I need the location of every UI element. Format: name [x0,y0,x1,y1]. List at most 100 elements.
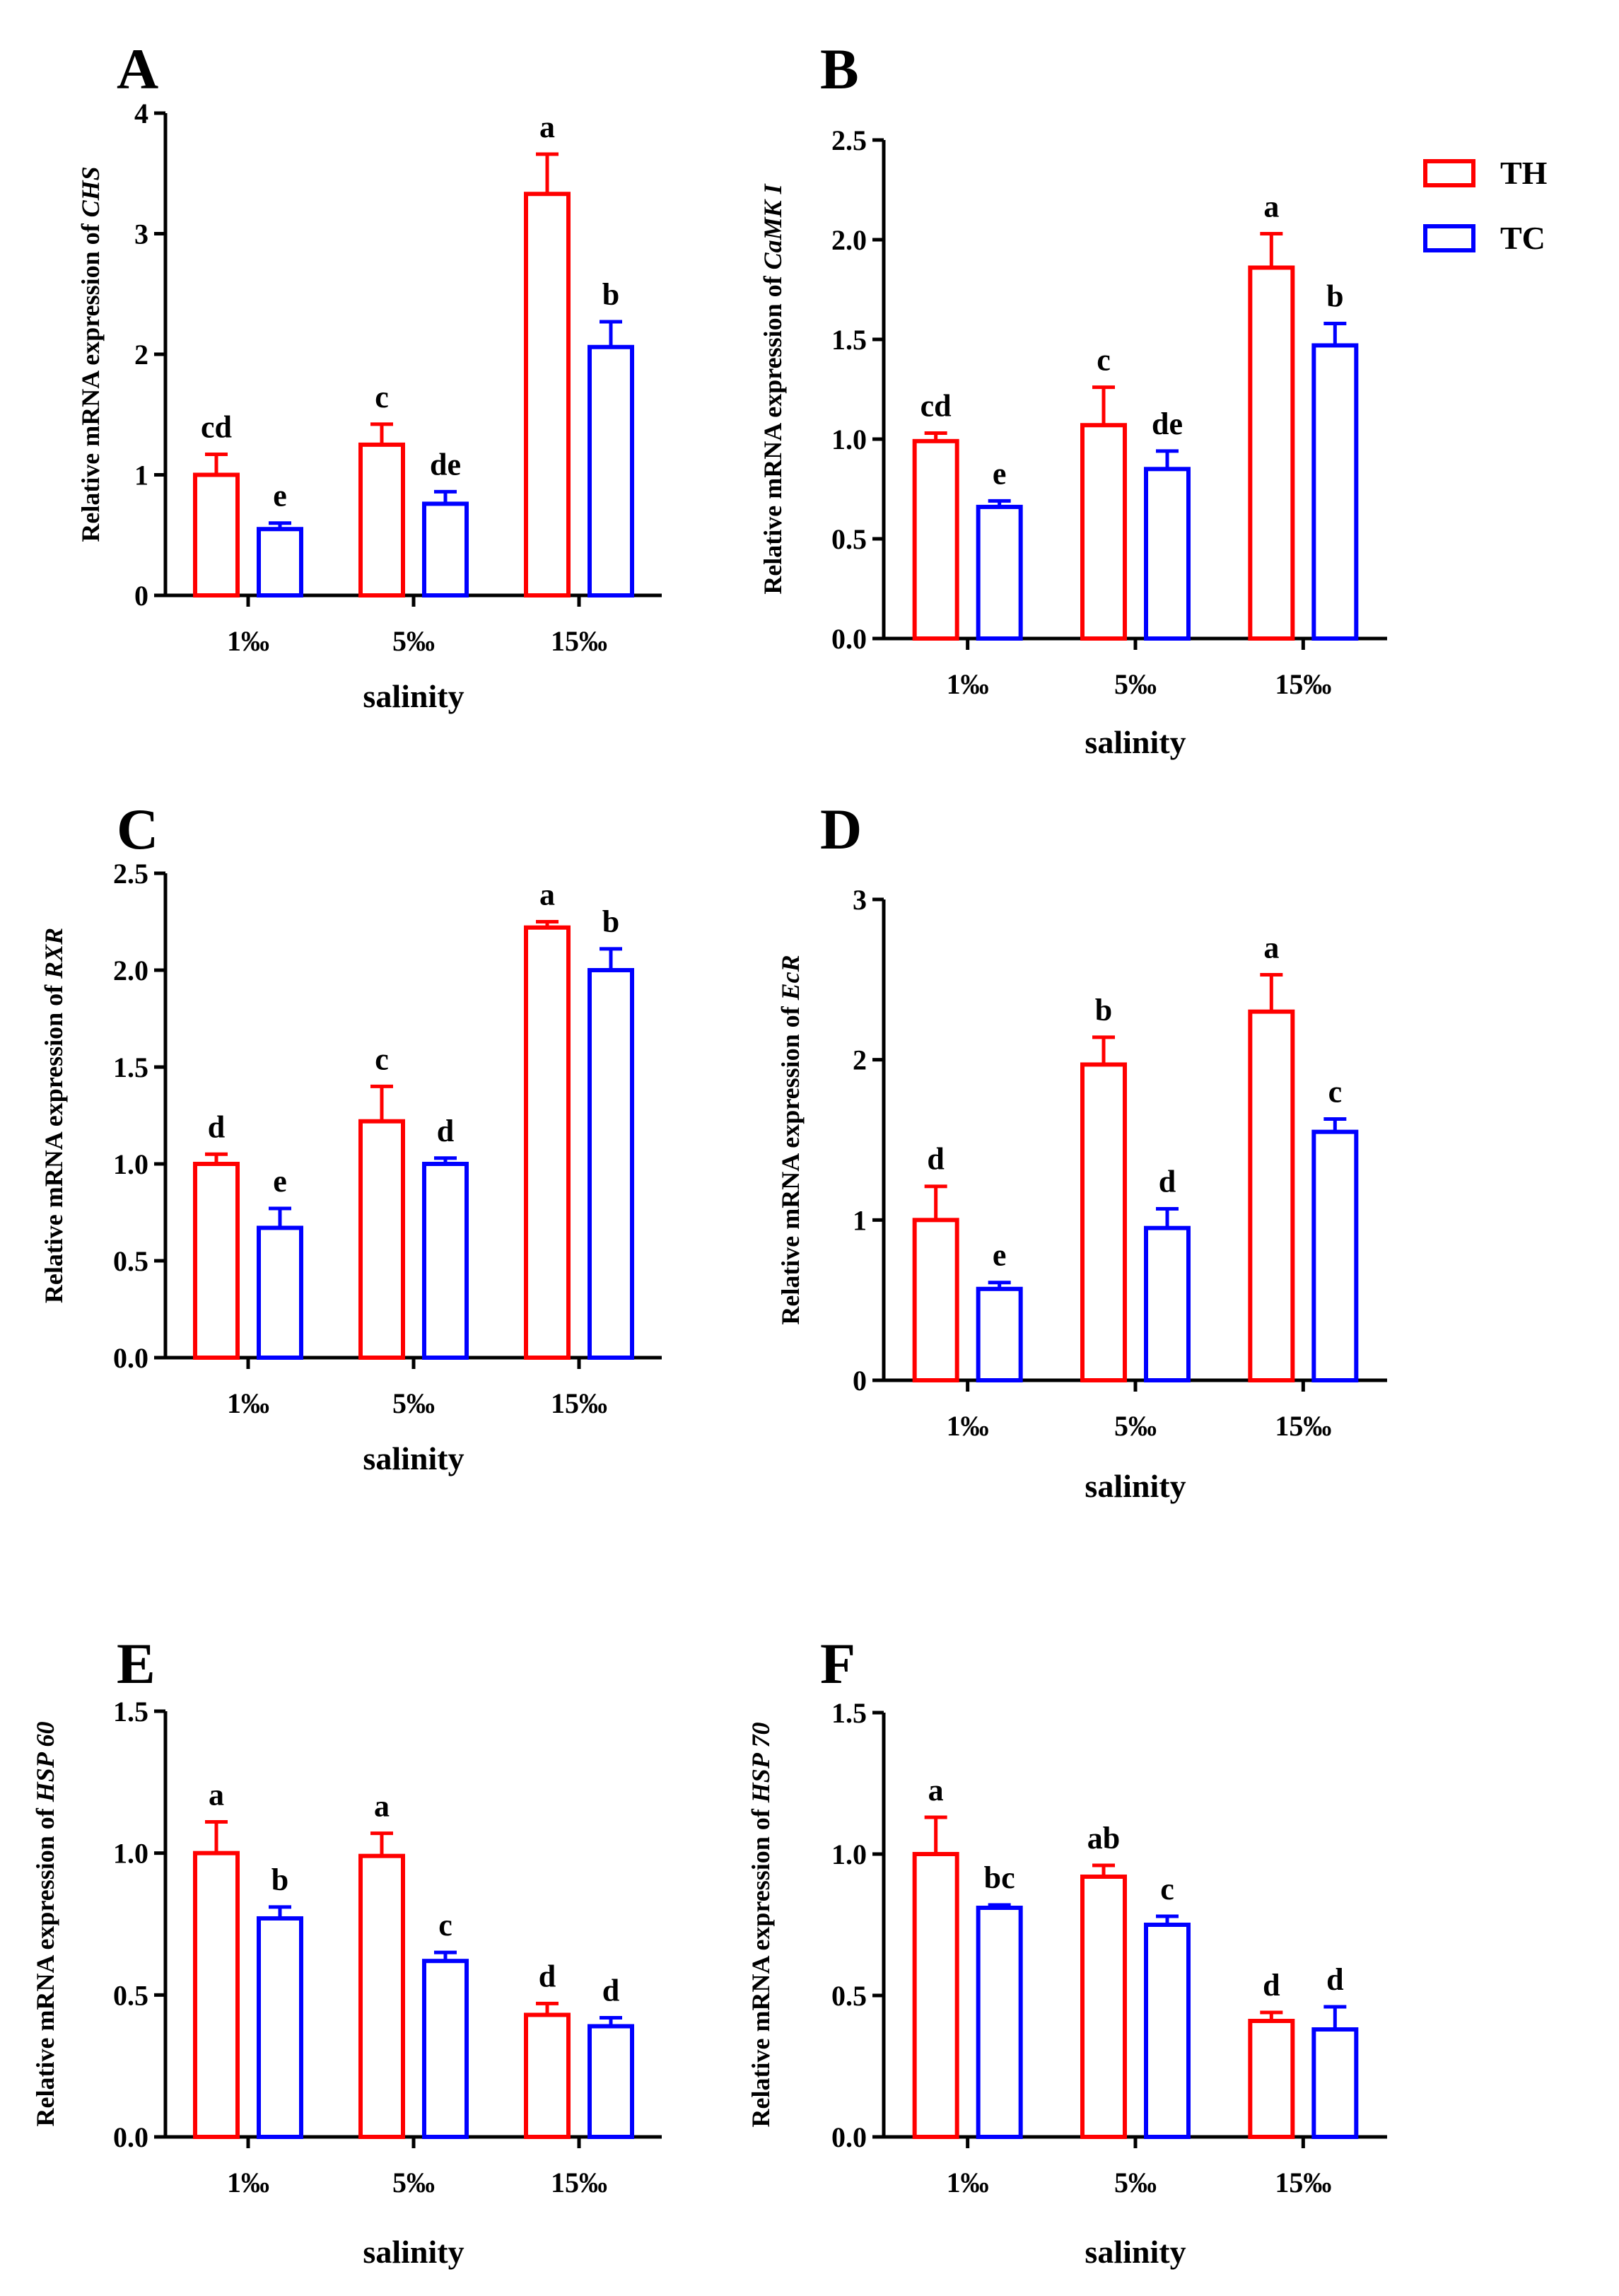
panel-c-significance-label: e [273,1164,287,1199]
panel-a-significance-label: e [273,479,287,513]
panel-e-bar-th [524,2012,571,2140]
panel-d-y-title-prefix: Relative mRNA expression of [776,1000,805,1324]
legend-label-tc: TC [1500,220,1545,256]
panel-d-y-title-gene: EcR [776,955,805,1001]
panel-d-y-tick-label: 3 [853,884,867,916]
panel-d-x-tick-label: 5‰ [1114,1410,1157,1442]
panel-a-significance-label: b [602,277,619,312]
panel-d-significance-label: c [1328,1075,1343,1109]
panel-b-y-title-prefix: Relative mRNA expression of [759,269,787,594]
panel-a-y-title-prefix: Relative mRNA expression of [76,217,105,542]
panel-e-x-tick-label: 1‰ [227,2167,269,2198]
panel-e-significance-label: b [271,1863,288,1897]
panel-e-significance-label: d [602,1973,619,2007]
panel-f-y-tick-label: 1.0 [831,1838,867,1870]
panel-b: B0.00.51.01.52.02.51‰cde5‰cde15‰absalini… [759,37,1387,760]
panel-f-letter: F [820,1631,855,1696]
panel-e-significance-label: a [374,1789,390,1824]
panel-b-y-title: Relative mRNA expression of CaMK I [759,182,787,594]
panel-d-significance-label: d [927,1142,944,1177]
panel-c-x-tick-label: 5‰ [392,1387,435,1419]
panel-e-x-tick-label: 5‰ [392,2167,435,2198]
panel-b-y-tick-label: 0.0 [831,623,867,655]
panel-b-bar-th [1248,265,1295,641]
panel-e-letter: E [117,1631,156,1696]
legend-label-th: TH [1500,155,1548,191]
panel-f-bar-th [912,1852,959,2139]
panel-e-x-tick-label: 15‰ [551,2167,607,2198]
panel-f-significance-label: a [928,1773,944,1807]
panel-a-bar-tc [422,501,469,598]
panel-e-bar-th [193,1851,240,2140]
panel-a-x-tick-label: 15‰ [551,625,607,657]
panel-c-y-tick-label: 1.5 [113,1051,148,1083]
panel-a-y-tick-label: 3 [134,218,148,250]
panel-d-bar-th [1080,1062,1127,1382]
panel-a-x-tick-label: 1‰ [227,625,269,657]
panel-b-letter: B [820,37,859,101]
panel-c-x-tick-label: 15‰ [551,1387,607,1419]
panel-a-y-tick-label: 2 [134,339,148,371]
panel-f-y-tick-label: 1.5 [831,1697,867,1729]
panel-b-significance-label: e [993,456,1007,491]
panel-b-significance-label: b [1326,279,1343,313]
panel-d-bar-th [1248,1009,1295,1382]
panel-f-x-tick-label: 5‰ [1114,2167,1157,2198]
panel-c-significance-label: b [602,904,619,939]
panel-d-significance-label: e [993,1238,1007,1273]
panel-d-x-tick-label: 15‰ [1275,1410,1331,1442]
panel-a-significance-label: a [539,110,555,144]
panel-d-significance-label: b [1095,993,1112,1027]
panel-a-bar-th [193,472,240,598]
panel-f-y-title-prefix: Relative mRNA expression of [747,1802,775,2127]
panel-c-x-title: salinity [363,1440,464,1476]
panel-c-y-tick-label: 1.0 [113,1148,148,1180]
panel-b-bar-th [1080,423,1127,641]
panel-f-x-title: salinity [1085,2234,1186,2270]
panel-b-bar-tc [1311,343,1359,641]
panel-a-letter: A [117,37,158,101]
panel-b-y-tick-label: 1.5 [831,324,867,356]
panel-a-y-tick-label: 4 [134,98,148,129]
panel-b-significance-label: cd [920,389,952,424]
panel-f-significance-label: c [1160,1872,1174,1906]
panel-c-y-tick-label: 0.5 [113,1245,148,1277]
panel-e-x-title: salinity [363,2234,464,2270]
panel-a-x-title: salinity [363,678,464,714]
panel-a-y-title-gene: CHS [76,166,105,217]
panel-b-y-tick-label: 1.0 [831,424,867,455]
panel-f-y-tick-label: 0.0 [831,2121,867,2153]
panel-c-y-title: Relative mRNA expression of RXR [40,928,68,1303]
panel-c-bar-th [358,1119,405,1360]
panel-d-significance-label: d [1159,1164,1176,1199]
panel-e-bar-tc [257,1916,303,2140]
panel-e-y-title-prefix: Relative mRNA expression of [31,1802,59,2126]
panel-c-bar-tc [588,968,634,1360]
panel-a-bar-th [524,192,571,598]
panel-f-x-tick-label: 1‰ [947,2167,989,2198]
panel-e-bar-tc [422,1959,469,2139]
panel-e: E 0.0 0.5 1.0 1.5 1‰ a b 5‰ a c 15‰ d d salinity Relati… [31,1631,662,2270]
panel-c-y-tick-label: 2.5 [113,858,148,890]
panel-c-bar-tc [422,1162,469,1360]
panel-b-bar-tc [1144,467,1191,641]
panel-a-significance-label: cd [201,410,232,445]
panel-d-y-title: Relative mRNA expression of EcR [776,955,805,1324]
panel-d-bar-tc [976,1286,1023,1383]
panel-c-letter: C [117,797,158,861]
panel-f-y-tick-label: 0.5 [831,1980,867,2012]
panel-d-bar-tc [1311,1129,1359,1382]
panel-d-bar-th [912,1218,959,1383]
panel-c-significance-label: d [208,1109,225,1144]
panel-b-x-tick-label: 15‰ [1275,668,1331,700]
panel-a-bar-tc [588,344,634,598]
legend: TH TC [1423,155,1548,256]
panel-e-y-tick-label: 0.5 [113,1979,148,2011]
panel-a-bar-tc [257,527,303,598]
panel-c-y-tick-label: 2.0 [113,955,148,986]
panel-e-significance-label: c [438,1908,452,1942]
panel-e-bar-tc [588,2024,634,2139]
panel-b-y-tick-label: 2.5 [831,124,867,156]
